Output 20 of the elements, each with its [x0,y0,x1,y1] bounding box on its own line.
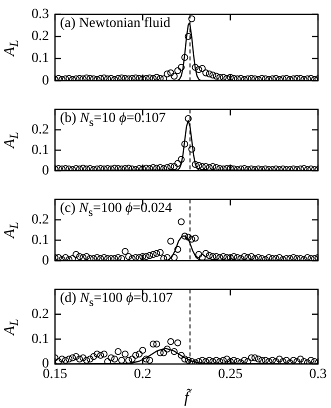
x-tick-label: 0.3 [309,367,327,382]
x-tick-label: 0.25 [218,367,243,382]
annotation: (a) Newtonian fluid [60,16,170,32]
y-tick-label: 0 [42,163,49,178]
y-tick-label: 0.1 [32,232,49,248]
y-tick-label: 0.2 [32,306,49,322]
annotation: (b) N$_{s}$=10 ϕ=0.107 [60,111,166,130]
y-tick-label: 0.1 [32,332,49,347]
y-tick-label: 0 [42,73,49,88]
y-tick-label: 0.1 [32,51,49,66]
y-tick-label: 0.2 [32,29,49,44]
y-tick-label: 0.3 [32,7,49,22]
annotation: (c) N$_{s}$=100 ϕ=0.024 [60,201,172,220]
x-axis-title: f̃ [184,388,193,407]
y-tick-label: 0 [42,253,49,268]
y-tick-label: 0.2 [32,212,49,228]
y-tick-label: 0.2 [32,122,49,138]
y-tick-label: 0.1 [32,142,49,158]
x-tick-label: 0.2 [134,367,152,382]
annotation: (d) N$_{s}$=100 ϕ=0.107 [60,291,173,310]
